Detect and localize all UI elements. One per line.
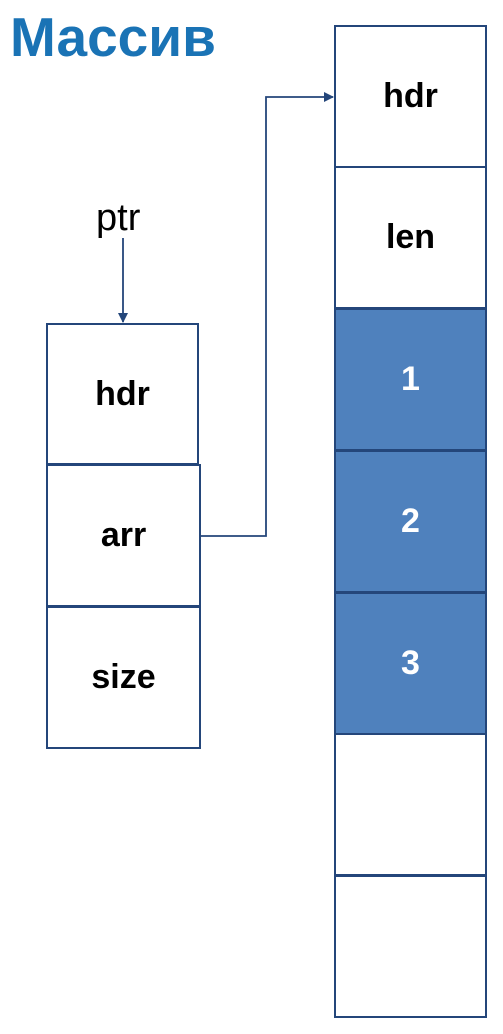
array-cell-label: hdr <box>383 77 438 115</box>
object-field-label: arr <box>100 516 147 554</box>
array-cell-label: len <box>385 218 436 256</box>
page-title: Массив <box>10 6 216 68</box>
object-field-arr: arr <box>46 464 201 607</box>
object-field-size: size <box>46 606 201 749</box>
object-field-label: hdr <box>95 374 150 413</box>
arr-to-array-arrow <box>200 92 334 537</box>
array-cell-element-3: 3 <box>334 592 487 735</box>
pointer-label: ptr <box>96 197 141 239</box>
array-cell-empty <box>334 733 487 876</box>
array-cell-label: 3 <box>401 644 420 682</box>
array-cell-empty <box>334 875 487 1018</box>
array-cell-len: len <box>334 166 487 309</box>
array-cell-label: 2 <box>401 502 420 540</box>
array-cell-element-2: 2 <box>334 450 487 593</box>
array-cell-element-1: 1 <box>334 308 487 451</box>
array-cell-hdr: hdr <box>334 25 487 168</box>
object-field-label: size <box>91 658 156 696</box>
object-field-hdr: hdr <box>46 323 199 465</box>
array-cell-label: 1 <box>401 360 420 398</box>
